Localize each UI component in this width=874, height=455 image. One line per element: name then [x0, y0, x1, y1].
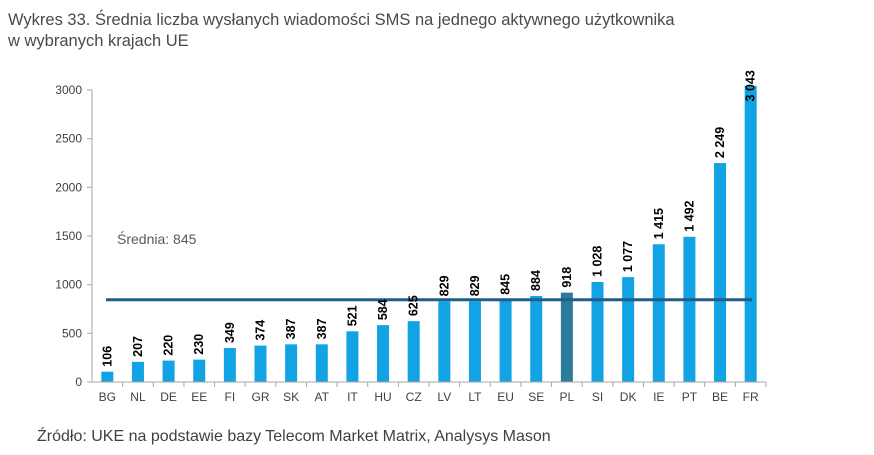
bar-sk — [285, 344, 298, 382]
y-tick-label: 500 — [62, 326, 82, 340]
data-label-eu: 845 — [499, 274, 513, 295]
data-label-bg: 106 — [100, 346, 114, 367]
data-label-cz: 625 — [407, 295, 421, 316]
data-label-lt: 829 — [468, 275, 482, 296]
bar-pt — [683, 236, 696, 382]
x-tick-label: HU — [374, 390, 391, 404]
bar-hu — [377, 325, 390, 382]
x-tick-label: CZ — [406, 390, 422, 404]
bar-lt — [468, 301, 481, 382]
data-label-ee: 230 — [192, 334, 206, 355]
bar-gr — [254, 345, 267, 382]
chart-title-line-1: Wykres 33. Średnia liczba wysłanych wiad… — [8, 11, 675, 29]
y-tick-label: 0 — [75, 375, 82, 389]
data-label-dk: 1 077 — [621, 241, 635, 272]
x-axis: BG NL DE EE FI GR SK AT IT HU CZ LV LT EU SE PL SI DK IE PT… — [92, 381, 767, 404]
data-label-ie: 1 415 — [652, 208, 666, 239]
x-tick-label: BG — [99, 390, 116, 404]
x-tick-label: AT — [315, 390, 330, 404]
x-tick-label: IE — [653, 390, 664, 404]
x-tick-label: PT — [682, 390, 698, 404]
x-tick-label: IT — [347, 390, 358, 404]
bar-dk — [622, 277, 635, 382]
data-label-se: 884 — [529, 270, 543, 291]
bar-nl — [131, 361, 144, 382]
x-tick-label: EE — [191, 390, 207, 404]
average-line-group: Średnia: 845 — [106, 230, 752, 302]
data-label-be: 2 249 — [713, 127, 727, 158]
bar-ie — [652, 244, 665, 382]
data-label-sk: 387 — [284, 318, 298, 339]
bar-se — [530, 295, 543, 382]
data-label-at: 387 — [315, 318, 329, 339]
data-label-nl: 207 — [131, 336, 145, 357]
y-tick-label: 2000 — [55, 180, 82, 194]
x-tick-label: FI — [225, 390, 236, 404]
data-label-pl: 918 — [560, 267, 574, 288]
data-label-lv: 829 — [437, 275, 451, 296]
x-tick-label: PL — [560, 390, 575, 404]
x-tick-label: LT — [468, 390, 482, 404]
bar-ee — [193, 359, 206, 382]
x-tick-label: LV — [437, 390, 451, 404]
x-tick-label: FR — [743, 390, 759, 404]
bar-at — [315, 344, 328, 382]
data-label-hu: 584 — [376, 299, 390, 320]
data-label-fr: 3 043 — [744, 70, 758, 101]
bar-be — [714, 163, 727, 382]
y-tick-label: 2500 — [55, 132, 82, 146]
x-tick-label: BE — [712, 390, 728, 404]
bar-bg — [101, 371, 114, 382]
bar-de — [162, 360, 175, 382]
x-tick-label: SE — [528, 390, 544, 404]
data-label-it: 521 — [345, 305, 359, 326]
y-axis: 0 500 1000 1500 2000 2500 3000 — [55, 83, 93, 389]
data-label-gr: 374 — [254, 320, 268, 341]
data-labels: 106 207 220 230 349 374 387 387 521 584 625 829 829 8… — [100, 70, 757, 367]
y-tick-label: 3000 — [55, 83, 82, 97]
chart-title-line-2: w wybranych krajach UE — [8, 32, 189, 50]
x-tick-label: EU — [497, 390, 514, 404]
x-tick-label: SK — [283, 390, 299, 404]
bar-fi — [223, 348, 236, 382]
x-tick-label: NL — [130, 390, 146, 404]
x-tick-label: SI — [592, 390, 603, 404]
bar-lv — [438, 301, 451, 382]
x-tick-label: GR — [252, 390, 270, 404]
bar-cz — [407, 321, 420, 382]
data-label-de: 220 — [162, 335, 176, 356]
data-label-fi: 349 — [223, 322, 237, 343]
x-tick-label: DK — [620, 390, 637, 404]
bar-it — [346, 331, 359, 382]
chart-title: Wykres 33. Średnia liczba wysłanych wiad… — [8, 10, 858, 52]
source-note: Źródło: UKE na podstawie bazy Telecom Ma… — [37, 428, 551, 445]
bar-eu — [499, 299, 512, 382]
data-label-si: 1 028 — [591, 246, 605, 277]
bar-pl — [560, 292, 573, 382]
y-tick-label: 1000 — [55, 278, 82, 292]
average-annotation: Średnia: 845 — [117, 230, 197, 247]
data-label-pt: 1 492 — [682, 200, 696, 231]
bars — [101, 85, 757, 382]
y-tick-label: 1500 — [55, 229, 82, 243]
bar-fr — [744, 85, 757, 382]
bar-si — [591, 281, 604, 382]
x-tick-label: DE — [160, 390, 177, 404]
